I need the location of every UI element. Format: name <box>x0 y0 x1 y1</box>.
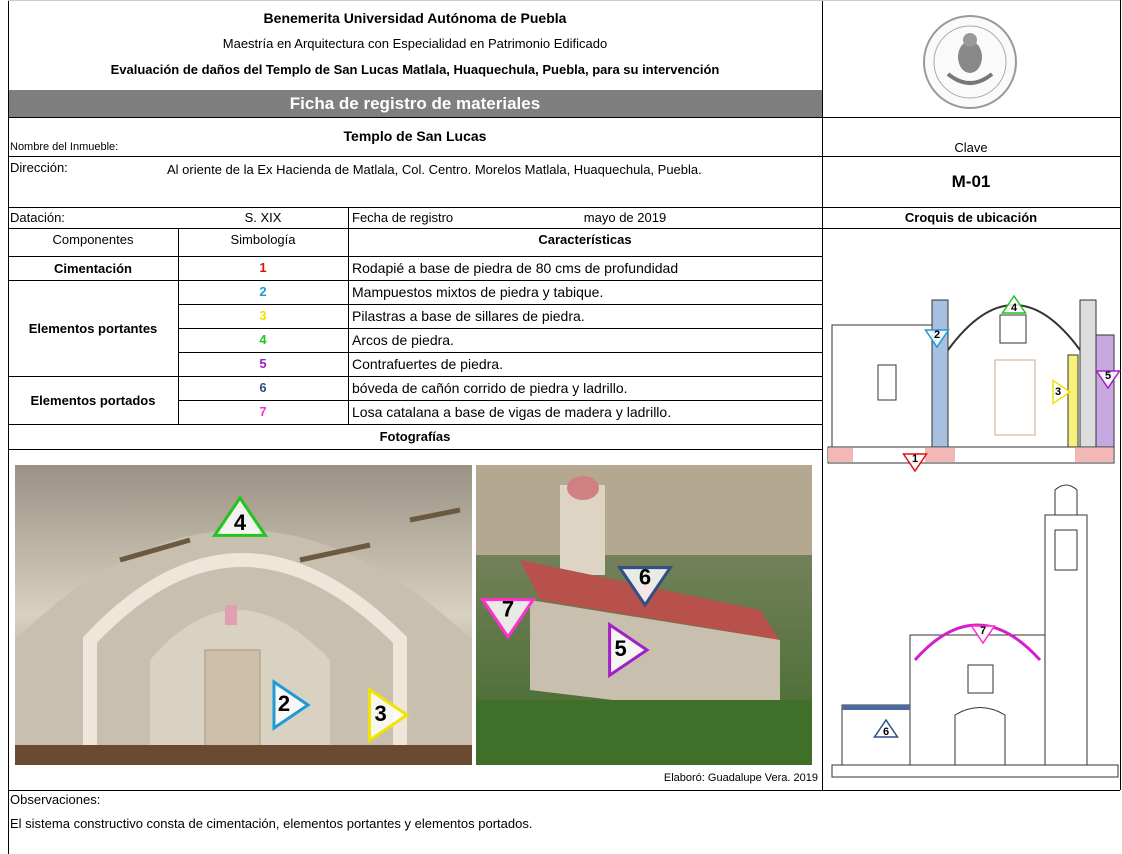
marker-shape <box>368 686 410 744</box>
rule <box>8 256 822 257</box>
sketch-label: Croquis de ubicación <box>904 210 1038 225</box>
symbol-marker: 1 <box>902 453 928 473</box>
symbol: 4 <box>259 332 267 347</box>
marker-number: 1 <box>912 453 918 465</box>
marker-number: 7 <box>980 625 986 637</box>
component: Elementos portantes <box>28 320 158 336</box>
symbol: 7 <box>259 404 267 419</box>
symbol-marker: 7 <box>479 596 537 640</box>
project: Evaluación de daños del Templo de San Lu… <box>110 62 720 77</box>
institution: Benemerita Universidad Autónoma de Puebl… <box>263 10 567 26</box>
program: Maestría en Arquitectura con Especialida… <box>222 36 608 51</box>
column-header: Componentes <box>52 232 134 247</box>
symbol-marker: 4 <box>1001 294 1027 314</box>
marker-number: 3 <box>374 701 386 726</box>
symbol-marker: 3 <box>1052 379 1072 405</box>
marker-shape <box>924 329 950 349</box>
marker-shape <box>873 718 899 738</box>
rule <box>178 400 822 401</box>
name-label: Nombre del Inmueble: <box>10 141 119 153</box>
section-title: Ficha de registro de materiales <box>8 90 822 117</box>
symbol-marker: 6 <box>873 718 899 738</box>
characteristic: Losa catalana a base de vigas de madera … <box>352 404 672 420</box>
symbol-marker: 7 <box>970 625 996 645</box>
marker-number: 6 <box>883 726 889 738</box>
symbol: 5 <box>259 356 267 371</box>
marker-number: 2 <box>278 691 290 716</box>
symbol: 6 <box>259 380 267 395</box>
dating: S. XIX <box>244 210 282 225</box>
marker-shape <box>970 625 996 645</box>
rule <box>178 304 822 305</box>
key: M-01 <box>951 172 991 191</box>
building-name: Templo de San Lucas <box>343 128 487 144</box>
observations-text: El sistema constructivo consta de ciment… <box>10 816 533 831</box>
marker-number: 5 <box>614 636 626 661</box>
credit: Elaboró: Guadalupe Vera. 2019 <box>664 772 818 784</box>
rule <box>178 424 822 425</box>
symbol: 2 <box>259 284 267 299</box>
symbol-marker: 5 <box>608 621 650 679</box>
rule <box>8 280 178 281</box>
marker-shape <box>902 453 928 473</box>
characteristic: Rodapié a base de piedra de 80 cms de pr… <box>352 260 679 276</box>
rule <box>8 424 178 425</box>
rule <box>178 280 822 281</box>
address-label: Dirección: <box>10 160 68 175</box>
marker-shape <box>608 621 650 679</box>
marker-number: 6 <box>639 564 651 589</box>
marker-number: 7 <box>502 596 514 621</box>
elevation-sketch <box>831 484 1119 778</box>
characteristic: Contrafuertes de piedra. <box>352 356 503 372</box>
symbol: 1 <box>259 260 267 275</box>
marker-number: 5 <box>1105 370 1111 382</box>
marker-number: 2 <box>934 329 940 341</box>
rule <box>178 376 822 377</box>
dating-label: Datación: <box>10 210 65 225</box>
observations-label: Observaciones: <box>10 792 101 807</box>
symbol-marker: 4 <box>211 495 269 537</box>
symbol-marker: 2 <box>272 679 311 731</box>
date: mayo de 2019 <box>583 210 667 225</box>
characteristic: Pilastras a base de sillares de piedra. <box>352 308 585 324</box>
rule <box>8 376 178 377</box>
characteristic: bóveda de cañón corrido de piedra y ladr… <box>352 380 628 396</box>
marker-shape <box>1052 379 1072 405</box>
marker-number: 4 <box>1011 302 1018 314</box>
photos-label: Fotografías <box>379 429 451 444</box>
marker-shape <box>1001 294 1027 314</box>
column-header: Simbología <box>230 232 296 247</box>
symbol-marker: 3 <box>368 686 410 744</box>
marker-number: 3 <box>1055 386 1061 398</box>
marker-number: 4 <box>234 510 247 535</box>
component: Elementos portados <box>30 392 156 408</box>
date-label: Fecha de registro <box>352 210 454 225</box>
section-sketch <box>827 299 1115 464</box>
marker-shape <box>616 566 674 608</box>
symbol-marker: 6 <box>616 564 674 608</box>
key-label: Clave <box>954 140 988 155</box>
logo <box>923 15 1017 109</box>
marker-shape <box>1095 370 1121 390</box>
symbol: 3 <box>259 308 267 323</box>
exterior-photo <box>476 465 812 765</box>
symbol-marker: 5 <box>1095 370 1121 390</box>
marker-shape <box>479 598 537 640</box>
rule <box>178 328 822 329</box>
symbol-marker: 2 <box>924 329 950 349</box>
marker-shape <box>211 495 269 537</box>
marker-shape <box>272 679 311 731</box>
column-header: Características <box>538 232 632 247</box>
characteristic: Mampuestos mixtos de piedra y tabique. <box>352 284 604 300</box>
characteristic: Arcos de piedra. <box>352 332 454 348</box>
rule <box>178 352 822 353</box>
address: Al oriente de la Ex Hacienda de Matlala,… <box>167 162 702 177</box>
component: Cimentación <box>53 260 132 276</box>
